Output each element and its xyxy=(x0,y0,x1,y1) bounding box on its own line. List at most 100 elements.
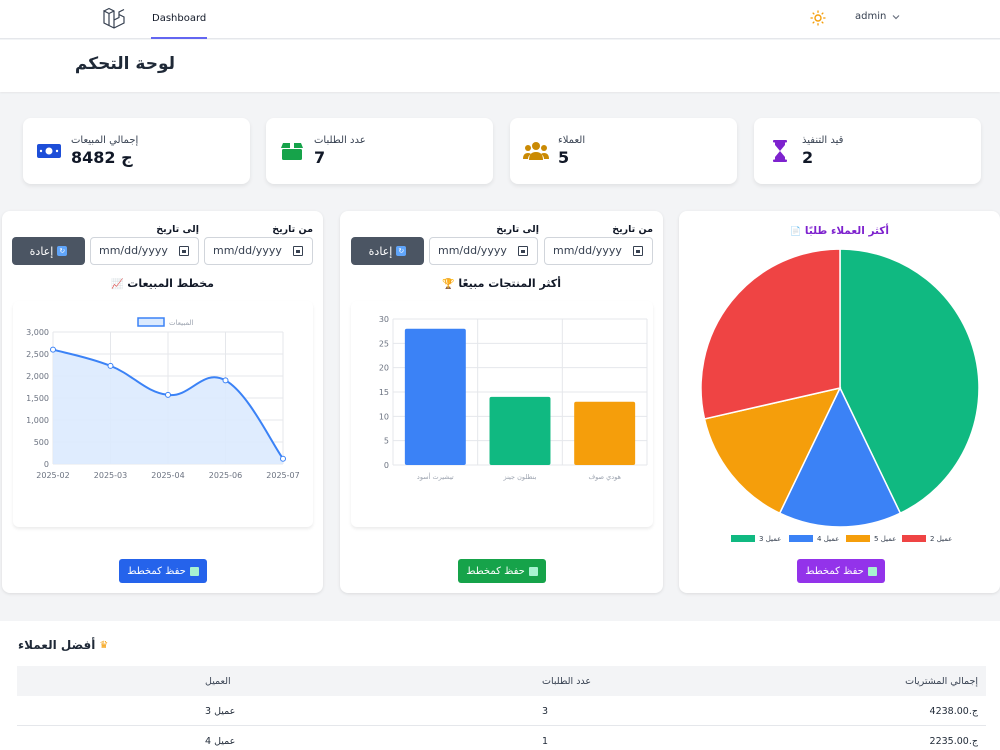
y-tick-label: 0 xyxy=(44,460,49,469)
x-tick-label: بنطلون جينز xyxy=(503,473,537,481)
pie-slice xyxy=(703,386,842,515)
save-sales-chart-button[interactable]: حفظ كمخطط xyxy=(119,559,207,583)
to-date-input[interactable]: mm/dd/yyyy xyxy=(90,237,199,265)
stat-label: عدد الطلبات xyxy=(314,135,366,146)
calendar-icon xyxy=(293,246,303,256)
x-tick-label: 2025-06 xyxy=(209,471,242,480)
to-date-label: إلى تاريخ xyxy=(496,224,539,235)
hourglass-icon xyxy=(773,140,787,162)
customers-chart-title: أكثر العملاء طلبًا 📄 xyxy=(679,225,1000,237)
reset-label: إعادة xyxy=(29,244,54,258)
laravel-logo-icon[interactable] xyxy=(101,6,125,30)
sun-icon[interactable] xyxy=(810,10,826,26)
sales-chart-title: مخطط المبيعات 📈 xyxy=(2,277,323,290)
y-tick-label: 500 xyxy=(34,438,49,447)
table-row: ج.2235.00 1 عميل 4 xyxy=(17,726,986,750)
from-date-input[interactable]: mm/dd/yyyy xyxy=(204,237,313,265)
stat-card-orders: عدد الطلبات 7 xyxy=(266,118,493,184)
user-menu[interactable]: admin xyxy=(855,11,900,22)
legend-label: عميل 5 xyxy=(874,535,896,543)
y-tick-label: 2,000 xyxy=(26,372,49,381)
save-customers-chart-button[interactable]: حفظ كمخطط xyxy=(797,559,885,583)
reset-button[interactable]: إعادة ↻ xyxy=(12,237,85,265)
products-chart-card: 0 5 10 15 20 25 30 تيشيرت أسود بنطلون جينز هودي ص… xyxy=(351,301,653,527)
image-icon xyxy=(528,566,538,576)
from-date-input[interactable]: mm/dd/yyyy xyxy=(544,237,653,265)
stat-value: 5 xyxy=(558,148,570,167)
y-tick-label: 2,500 xyxy=(26,350,49,359)
crown-icon: ♛ xyxy=(99,639,109,651)
date-placeholder: mm/dd/yyyy xyxy=(213,244,282,257)
stat-card-total-sales: إجمالي المبيعات ج 8482 xyxy=(23,118,250,184)
x-tick-label: تيشيرت أسود xyxy=(417,472,454,481)
x-tick-label: 2025-07 xyxy=(266,471,299,480)
legend-label: عميل 4 xyxy=(817,535,839,543)
header-customer: العميل xyxy=(205,676,231,687)
cell-customer: عميل 4 xyxy=(205,736,236,747)
save-label: حفظ كمخطط xyxy=(466,565,525,577)
bar xyxy=(404,328,466,465)
y-tick-label: 20 xyxy=(379,364,389,373)
legend-label: المبيعات xyxy=(169,319,194,327)
section-title-text: أفضل العملاء xyxy=(18,638,96,652)
chart-title-text: أكثر العملاء طلبًا xyxy=(804,225,889,237)
reset-button[interactable]: إعادة ↻ xyxy=(351,237,424,265)
data-point xyxy=(222,377,229,384)
to-date-input[interactable]: mm/dd/yyyy xyxy=(429,237,538,265)
header-total: إجمالي المشتريات xyxy=(905,676,978,687)
stat-value: 2 xyxy=(802,148,814,167)
calendar-icon xyxy=(633,246,643,256)
users-icon xyxy=(523,142,549,160)
y-tick-label: 15 xyxy=(379,388,389,397)
data-point xyxy=(280,455,286,462)
bar xyxy=(489,396,551,465)
money-icon xyxy=(37,144,61,158)
save-products-chart-button[interactable]: حفظ كمخطط xyxy=(458,559,546,583)
data-point xyxy=(165,391,171,398)
table-row: ج.4238.00 3 عميل 3 xyxy=(17,696,986,726)
y-tick-label: 30 xyxy=(379,315,389,324)
from-date-label: من تاريخ xyxy=(612,224,653,235)
top-products-panel: من تاريخ إلى تاريخ mm/dd/yyyy mm/dd/yyyy… xyxy=(340,211,663,593)
stat-card-customers: العملاء 5 xyxy=(510,118,737,184)
legend-label: عميل 2 xyxy=(930,535,952,543)
pie-slice xyxy=(700,248,841,420)
refresh-icon: ↻ xyxy=(57,246,68,256)
products-bar-chart: 0 5 10 15 20 25 30 تيشيرت أسود بنطلون جينز هودي ص… xyxy=(379,315,648,481)
best-customers-table: إجمالي المشتريات عدد الطلبات العميل ج.42… xyxy=(17,666,986,750)
nav-link-dashboard[interactable]: Dashboard xyxy=(151,0,208,39)
stat-label: إجمالي المبيعات xyxy=(71,135,139,146)
y-tick-label: 10 xyxy=(379,412,389,421)
table-header-row: إجمالي المشتريات عدد الطلبات العميل xyxy=(17,666,986,696)
cell-orders: 3 xyxy=(542,706,549,717)
chevron-down-icon xyxy=(892,14,900,19)
best-customers-section: ♛ أفضل العملاء إجمالي المشتريات عدد الطل… xyxy=(0,621,1000,750)
calendar-icon xyxy=(518,246,528,256)
series-line xyxy=(52,348,284,460)
user-name: admin xyxy=(855,11,887,22)
top-navbar: Dashboard admin xyxy=(0,0,1000,39)
page-header: لوحة التحكم xyxy=(0,40,1000,92)
from-date-label: من تاريخ xyxy=(272,224,313,235)
customers-pie-chart: عميل 3 عميل 4 عميل 5 عميل 2 xyxy=(700,248,980,543)
x-tick-label: 2025-04 xyxy=(151,471,184,480)
x-tick-label: هودي صوف xyxy=(588,473,621,481)
y-tick-label: 25 xyxy=(379,339,389,348)
header-orders: عدد الطلبات xyxy=(542,676,592,687)
date-placeholder: mm/dd/yyyy xyxy=(99,244,168,257)
trophy-icon: 🏆 xyxy=(442,279,455,290)
date-placeholder: mm/dd/yyyy xyxy=(553,244,622,257)
to-date-label: إلى تاريخ xyxy=(156,224,199,235)
image-icon xyxy=(867,566,877,576)
x-tick-label: 2025-02 xyxy=(36,471,69,480)
y-tick-label: 3,000 xyxy=(26,328,49,337)
sales-chart-card: 0 500 1,000 1,500 2,000 2,500 3,000 2025-02 2025… xyxy=(13,301,313,527)
pie-slice xyxy=(839,248,980,515)
stat-label: العملاء xyxy=(558,135,586,146)
legend-swatch xyxy=(731,535,755,542)
document-icon: 📄 xyxy=(790,227,802,237)
products-chart-title: أكثر المنتجات مبيعًا 🏆 xyxy=(340,277,663,290)
bar xyxy=(574,401,636,465)
cell-total: ج.4238.00 xyxy=(929,706,978,717)
